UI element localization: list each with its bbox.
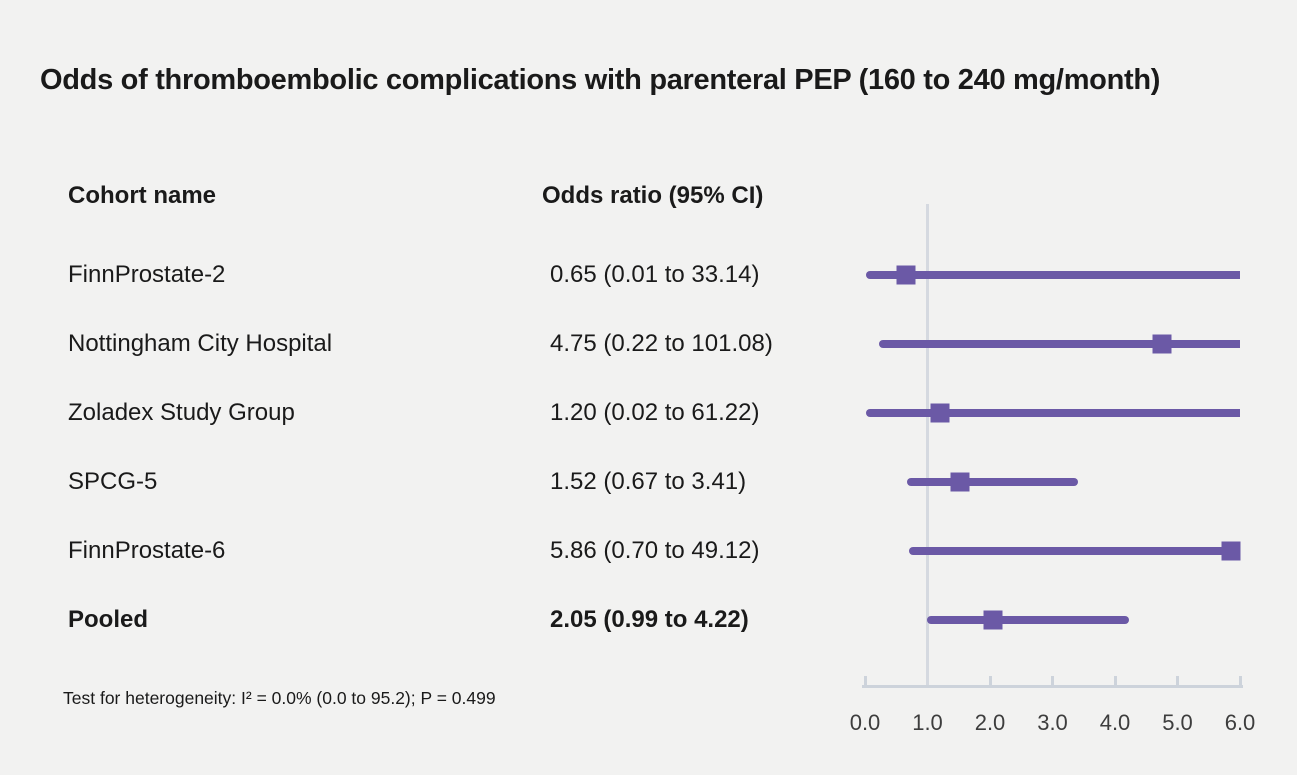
axis-tick-label: 1.0 (912, 710, 943, 735)
cohort-name: Pooled (68, 606, 149, 633)
heterogeneity-note: Test for heterogeneity: I² = 0.0% (0.0 t… (63, 688, 496, 708)
cohort-name: FinnProstate-2 (68, 261, 226, 288)
axis-tick-label: 6.0 (1224, 710, 1256, 735)
axis-tick-label: 2.0 (974, 710, 1006, 735)
axis-tick-label: 5.0 (1162, 710, 1193, 735)
axis-tick-mark (1113, 676, 1117, 685)
confidence-interval-line (866, 409, 1240, 417)
axis-tick-mark (988, 676, 992, 685)
odds-ratio-marker (950, 472, 970, 492)
cohort-name: Zoladex Study Group (68, 399, 295, 426)
confidence-interval-line (908, 547, 1240, 555)
axis-tick-mark (1176, 676, 1179, 685)
cohort-name: Nottingham City Hospital (68, 330, 333, 357)
column-header-cohort: Cohort name (68, 182, 217, 209)
axis-tick-label: 0.0 (849, 710, 881, 735)
odds-ratio-marker (930, 403, 950, 423)
axis-tick-mark (863, 676, 867, 685)
cohort-name: SPCG-5 (68, 468, 158, 495)
odds-ratio-marker (896, 265, 916, 285)
axis-tick-label: 3.0 (1037, 710, 1068, 735)
odds-ratio-value: 1.52 (0.67 to 3.41) (550, 468, 747, 495)
odds-ratio-value: 1.20 (0.02 to 61.22) (550, 399, 760, 426)
chart-title: Odds of thromboembolic complications wit… (40, 64, 1161, 96)
confidence-interval-line (906, 478, 1079, 486)
odds-ratio-value: 5.86 (0.70 to 49.12) (550, 537, 760, 564)
axis-tick-mark (1238, 676, 1242, 685)
odds-ratio-marker (1152, 334, 1172, 354)
column-header-odds-ratio: Odds ratio (95% CI) (542, 182, 764, 209)
cohort-name: FinnProstate-6 (68, 537, 226, 564)
axis-tick-label: 4.0 (1099, 710, 1131, 735)
x-axis-line (862, 685, 1243, 688)
confidence-interval-line (865, 271, 1240, 279)
odds-ratio-marker (983, 610, 1003, 630)
confidence-interval-line (926, 616, 1129, 624)
odds-ratio-value: 2.05 (0.99 to 4.22) (550, 606, 749, 633)
odds-ratio-value: 4.75 (0.22 to 101.08) (550, 330, 773, 357)
confidence-interval-line (878, 340, 1240, 348)
reference-line-x1 (926, 204, 929, 687)
axis-tick-mark (1051, 676, 1054, 685)
odds-ratio-marker (1221, 541, 1241, 561)
odds-ratio-value: 0.65 (0.01 to 33.14) (550, 261, 760, 288)
